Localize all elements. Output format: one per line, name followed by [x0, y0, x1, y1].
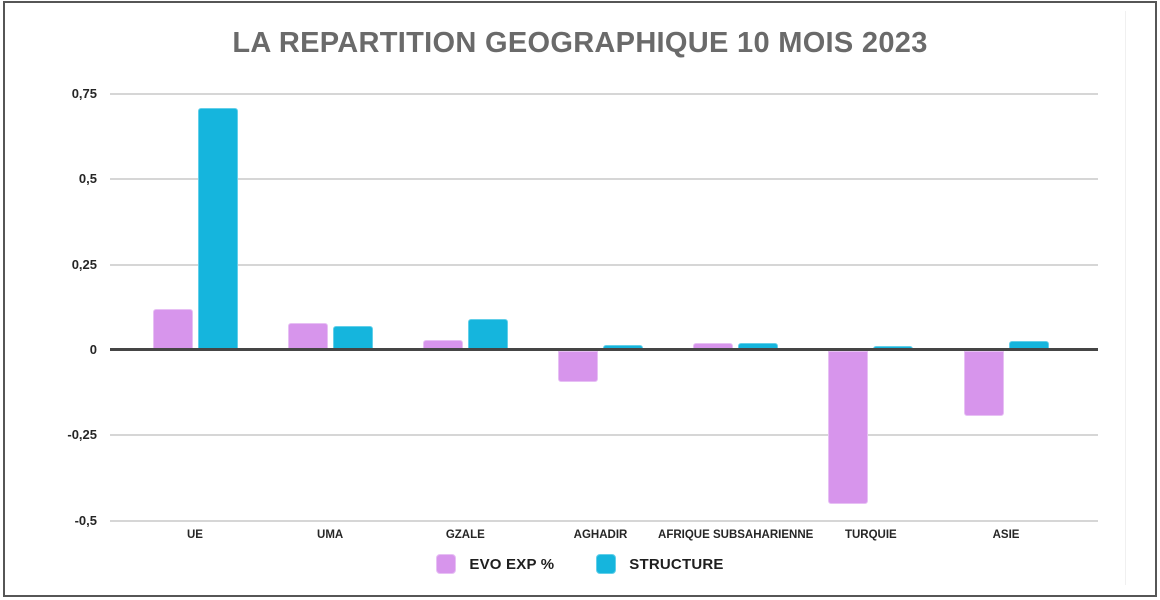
chart-legend: EVO EXP % STRUCTURE: [5, 554, 1155, 574]
legend-swatch-icon: [436, 554, 457, 574]
gridline--0,25: [110, 434, 1098, 437]
chart-frame: LA REPARTITION GEOGRAPHIQUE 10 MOIS 2023…: [3, 1, 1157, 597]
legend-item-structure[interactable]: STRUCTURE: [596, 554, 723, 574]
x-category-label-uma: UMA: [317, 529, 344, 541]
bar-evo-exp-ue[interactable]: [152, 308, 193, 350]
legend-item-evo-exp[interactable]: EVO EXP %: [436, 554, 554, 574]
gridline-0,75: [110, 93, 1098, 95]
bar-structure-gzale[interactable]: [467, 319, 508, 350]
legend-swatch-icon: [596, 554, 617, 574]
plot-area: [110, 93, 1098, 522]
chart-object-edge: [1125, 11, 1126, 585]
x-category-label-afrique-subsaharienne: AFRIQUE SUBSAHARIENNE: [658, 529, 814, 541]
chart-title: LA REPARTITION GEOGRAPHIQUE 10 MOIS 2023: [232, 27, 928, 59]
bar-structure-uma[interactable]: [332, 326, 373, 350]
bar-evo-exp-aghadir[interactable]: [558, 350, 598, 382]
gridline-0,25: [110, 263, 1098, 266]
y-tick-label--0,25: -0,25: [67, 427, 97, 443]
gridline-0,5: [110, 178, 1098, 181]
x-category-label-turquie: TURQUIE: [844, 529, 897, 541]
gridline--0,5: [110, 519, 1098, 522]
x-category-label-asie: ASIE: [992, 529, 1020, 541]
y-tick-label--0,5: -0,5: [74, 512, 97, 528]
legend-label: EVO EXP %: [469, 555, 555, 573]
y-tick-label-0,25: 0,25: [71, 256, 97, 272]
x-category-label-ue: UE: [187, 529, 203, 541]
y-tick-label-0: 0: [89, 341, 97, 357]
bar-evo-exp-uma[interactable]: [287, 322, 328, 350]
bar-evo-exp-asie[interactable]: [963, 350, 1004, 416]
legend-label: STRUCTURE: [629, 555, 724, 573]
bar-evo-exp-turquie[interactable]: [828, 350, 869, 505]
x-category-label-gzale: GZALE: [445, 529, 485, 541]
y-tick-label-0,5: 0,5: [78, 171, 97, 187]
bar-structure-ue[interactable]: [197, 107, 238, 350]
x-axis-zero-line: [110, 348, 1098, 352]
x-category-label-aghadir: AGHADIR: [573, 529, 628, 541]
y-tick-label-0,75: 0,75: [71, 86, 97, 101]
